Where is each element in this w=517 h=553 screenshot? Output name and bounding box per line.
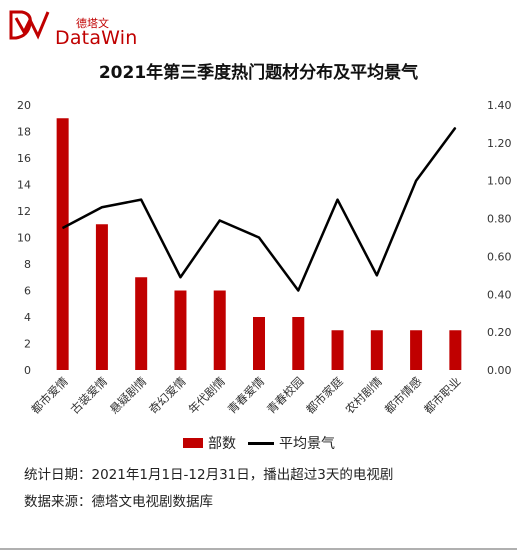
y-left-tick-label: 2: [24, 338, 31, 351]
line-series-path: [62, 126, 457, 292]
legend-line-label: 平均景气: [279, 436, 335, 452]
y-left-tick-label: 12: [17, 205, 31, 218]
chart-legend: 部数 平均景气: [183, 433, 335, 453]
y-left-tick-label: 8: [24, 258, 31, 271]
legend-bar-label: 部数: [208, 436, 236, 452]
x-category-label: 奇幻爱情: [146, 374, 189, 417]
y-left-tick-label: 6: [24, 285, 31, 298]
x-category-label: 都市职业: [421, 374, 463, 416]
y-right-tick-label: 0.40: [487, 288, 512, 301]
line-point: [337, 199, 339, 201]
x-category-label: 都市家庭: [303, 374, 346, 417]
line-point: [454, 127, 456, 129]
x-category-label: 都市情感: [382, 374, 424, 416]
y-left-tick-label: 20: [17, 99, 31, 112]
y-right-tick-label: 0.60: [487, 250, 512, 263]
line-point: [258, 237, 260, 238]
datawin-logo: 德塔文 DataWin: [8, 6, 148, 49]
y-right-tick-label: 1.00: [487, 175, 512, 188]
x-category-label: 农村剧情: [343, 374, 386, 417]
bar: [410, 330, 423, 370]
legend-bar-swatch: [183, 438, 203, 448]
line-point: [297, 290, 299, 291]
y-right-tick-label: 1.20: [487, 137, 512, 150]
chart-title: 2021年第三季度热门题材分布及平均景气: [98, 63, 419, 83]
footnote-data-source: 数据来源：德塔文电视剧数据库: [24, 494, 213, 510]
line-point: [415, 180, 417, 182]
combo-chart: 0 2 4 6 8 10 12 14 16 18 20 0.00 0.20 0.40 0.60 0.80 1.0…: [17, 99, 512, 417]
x-category-label: 年代剧情: [185, 374, 228, 417]
bar: [449, 330, 462, 370]
legend-line-swatch: [248, 441, 274, 445]
bottom-divider: [0, 548, 517, 550]
line-point: [179, 276, 181, 278]
bar: [253, 317, 265, 370]
bar: [135, 277, 148, 370]
bar: [56, 118, 69, 370]
y-right-tick-label: 1.40: [487, 99, 512, 112]
x-category-label: 悬疑剧情: [107, 374, 150, 417]
y-left-tick-label: 4: [24, 311, 31, 324]
x-category-label: 古装爱情: [68, 374, 111, 417]
y-left-tick-label: 16: [17, 152, 31, 165]
y-left-tick-label: 0: [24, 364, 31, 377]
bar: [331, 330, 344, 370]
bar: [174, 290, 187, 370]
y-right-tick-label: 0.00: [487, 364, 512, 377]
bar: [95, 224, 108, 370]
datawin-logo-mark-icon: [9, 10, 50, 40]
line-point: [219, 219, 221, 221]
y-left-tick-label: 10: [17, 232, 31, 245]
footnote-stat-date: 统计日期：2021年1月1日-12月31日，播出超过3天的电视剧: [24, 467, 394, 483]
x-category-label: 都市爱情: [28, 374, 71, 417]
bar: [292, 317, 305, 370]
line-point: [376, 274, 378, 276]
x-category-label: 青春校园: [264, 374, 306, 416]
y-left-tick-label: 14: [17, 179, 31, 192]
line-point: [140, 199, 142, 201]
logo-subtitle: 德塔文: [76, 17, 109, 30]
logo-wordmark: DataWin: [55, 27, 138, 49]
bar: [213, 290, 226, 370]
y-right-tick-label: 0.20: [487, 326, 512, 339]
y-right-tick-label: 0.80: [487, 213, 512, 226]
line-point: [62, 227, 64, 229]
y-left-tick-label: 18: [17, 126, 31, 139]
x-category-label: 青春爱情: [225, 374, 268, 417]
line-point: [101, 206, 103, 208]
bar: [370, 330, 383, 370]
